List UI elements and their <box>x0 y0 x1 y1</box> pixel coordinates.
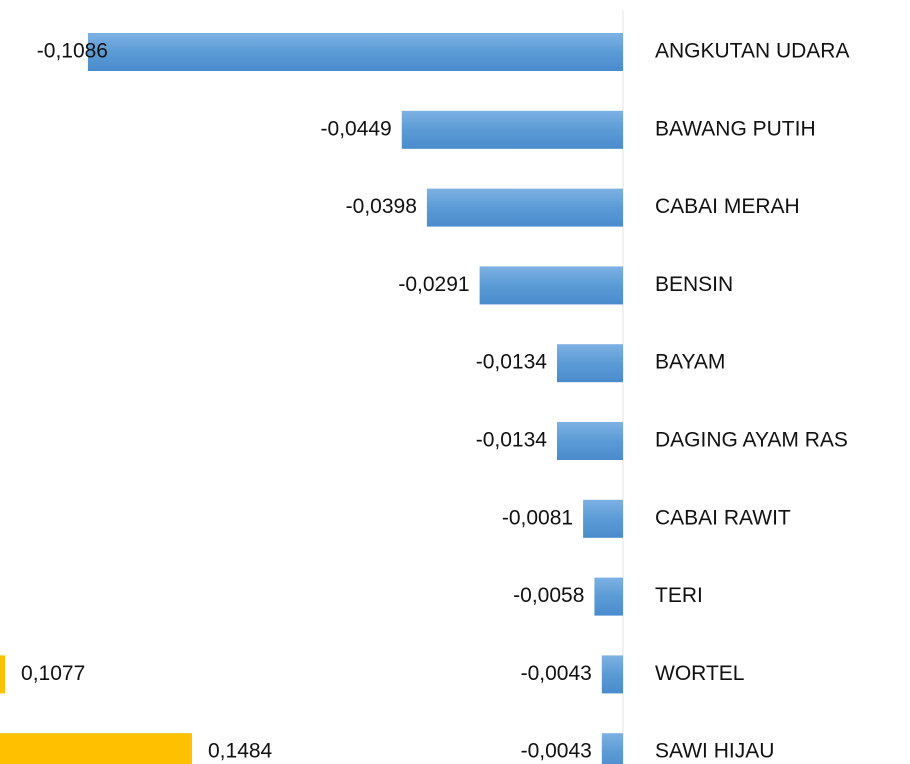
category-label: ANGKUTAN UDARA <box>655 40 849 63</box>
category-label: DAGING AYAM RAS <box>655 429 848 452</box>
category-label: CABAI RAWIT <box>655 506 791 529</box>
value-label: -0,0134 <box>476 429 548 452</box>
bar <box>479 266 623 305</box>
bar <box>601 733 623 764</box>
bar <box>601 655 623 694</box>
bar <box>583 499 623 538</box>
category-label: TERI <box>655 584 703 607</box>
value-label: -0,0043 <box>521 740 592 763</box>
bar <box>0 655 6 694</box>
value-label: -0,0291 <box>398 273 469 296</box>
bar <box>556 344 623 383</box>
category-label: SAWI HIJAU <box>655 740 774 763</box>
value-label: -0,0058 <box>513 584 584 607</box>
value-label: -0,0043 <box>521 662 592 685</box>
value-label: -0,0081 <box>502 506 573 529</box>
value-label: 0,1484 <box>208 740 273 763</box>
bar <box>594 577 623 616</box>
value-label: -0,0134 <box>476 351 548 374</box>
bar <box>0 733 192 764</box>
bar <box>426 188 623 227</box>
bar <box>87 33 623 71</box>
category-label: BAWANG PUTIH <box>655 117 816 140</box>
value-label: 0,1077 <box>21 662 85 685</box>
bar <box>556 422 623 460</box>
value-label: -0,0449 <box>321 117 392 140</box>
value-label: -0,1086 <box>37 40 108 63</box>
category-label: CABAI MERAH <box>655 195 800 218</box>
value-label: -0,0398 <box>346 195 417 218</box>
bar <box>401 110 623 149</box>
category-label: BAYAM <box>655 351 725 374</box>
category-label: BENSIN <box>655 273 733 296</box>
category-label: WORTEL <box>655 662 744 685</box>
